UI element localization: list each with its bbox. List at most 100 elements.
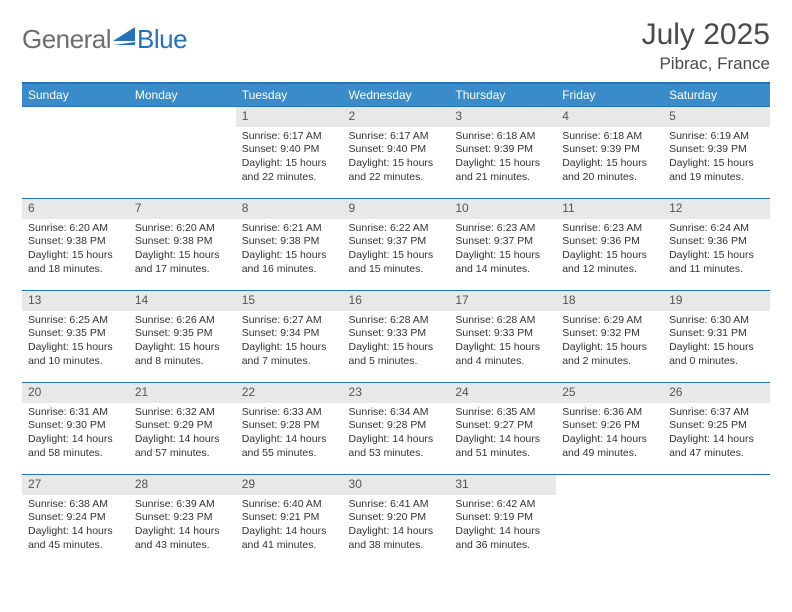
daylight-text: Daylight: 15 hours and 7 minutes. [242, 341, 337, 368]
calendar-day-cell: 8Sunrise: 6:21 AMSunset: 9:38 PMDaylight… [236, 199, 343, 291]
calendar-week-row: 27Sunrise: 6:38 AMSunset: 9:24 PMDayligh… [22, 475, 770, 567]
sunrise-text: Sunrise: 6:23 AM [455, 222, 550, 236]
day-detail: Sunrise: 6:17 AMSunset: 9:40 PMDaylight:… [343, 127, 450, 187]
day-number: 29 [236, 475, 343, 495]
sunset-text: Sunset: 9:20 PM [349, 511, 444, 525]
sunrise-text: Sunrise: 6:19 AM [669, 130, 764, 144]
day-detail: Sunrise: 6:40 AMSunset: 9:21 PMDaylight:… [236, 495, 343, 555]
daylight-text: Daylight: 15 hours and 14 minutes. [455, 249, 550, 276]
day-number: 11 [556, 199, 663, 219]
day-detail: Sunrise: 6:17 AMSunset: 9:40 PMDaylight:… [236, 127, 343, 187]
daylight-text: Daylight: 14 hours and 36 minutes. [455, 525, 550, 552]
sunrise-text: Sunrise: 6:34 AM [349, 406, 444, 420]
sunset-text: Sunset: 9:28 PM [349, 419, 444, 433]
calendar-week-row: ....1Sunrise: 6:17 AMSunset: 9:40 PMDayl… [22, 107, 770, 199]
calendar-week-row: 20Sunrise: 6:31 AMSunset: 9:30 PMDayligh… [22, 383, 770, 475]
sunset-text: Sunset: 9:28 PM [242, 419, 337, 433]
calendar-day-cell: 9Sunrise: 6:22 AMSunset: 9:37 PMDaylight… [343, 199, 450, 291]
daylight-text: Daylight: 14 hours and 57 minutes. [135, 433, 230, 460]
day-number: 31 [449, 475, 556, 495]
title-block: July 2025 Pibrac, France [642, 18, 770, 74]
sunrise-text: Sunrise: 6:35 AM [455, 406, 550, 420]
calendar-day-cell: 29Sunrise: 6:40 AMSunset: 9:21 PMDayligh… [236, 475, 343, 567]
sunset-text: Sunset: 9:39 PM [562, 143, 657, 157]
sunrise-text: Sunrise: 6:23 AM [562, 222, 657, 236]
day-number: 12 [663, 199, 770, 219]
daylight-text: Daylight: 15 hours and 20 minutes. [562, 157, 657, 184]
day-detail: Sunrise: 6:22 AMSunset: 9:37 PMDaylight:… [343, 219, 450, 279]
sunset-text: Sunset: 9:38 PM [242, 235, 337, 249]
day-detail: Sunrise: 6:38 AMSunset: 9:24 PMDaylight:… [22, 495, 129, 555]
daylight-text: Daylight: 15 hours and 10 minutes. [28, 341, 123, 368]
day-detail: Sunrise: 6:24 AMSunset: 9:36 PMDaylight:… [663, 219, 770, 279]
calendar-day-cell: 1Sunrise: 6:17 AMSunset: 9:40 PMDaylight… [236, 107, 343, 199]
calendar-day-cell: 18Sunrise: 6:29 AMSunset: 9:32 PMDayligh… [556, 291, 663, 383]
daylight-text: Daylight: 15 hours and 18 minutes. [28, 249, 123, 276]
day-number: 21 [129, 383, 236, 403]
day-number: 25 [556, 383, 663, 403]
calendar-day-cell: 19Sunrise: 6:30 AMSunset: 9:31 PMDayligh… [663, 291, 770, 383]
daylight-text: Daylight: 15 hours and 16 minutes. [242, 249, 337, 276]
sunset-text: Sunset: 9:35 PM [135, 327, 230, 341]
weekday-header: Monday [129, 83, 236, 107]
calendar-day-cell: .. [556, 475, 663, 567]
sunrise-text: Sunrise: 6:36 AM [562, 406, 657, 420]
sunset-text: Sunset: 9:33 PM [349, 327, 444, 341]
day-number: 24 [449, 383, 556, 403]
calendar-day-cell: 5Sunrise: 6:19 AMSunset: 9:39 PMDaylight… [663, 107, 770, 199]
sunrise-text: Sunrise: 6:40 AM [242, 498, 337, 512]
calendar-day-cell: 26Sunrise: 6:37 AMSunset: 9:25 PMDayligh… [663, 383, 770, 475]
daylight-text: Daylight: 14 hours and 41 minutes. [242, 525, 337, 552]
sunrise-text: Sunrise: 6:17 AM [242, 130, 337, 144]
day-detail: Sunrise: 6:26 AMSunset: 9:35 PMDaylight:… [129, 311, 236, 371]
day-number: 3 [449, 107, 556, 127]
day-number: 8 [236, 199, 343, 219]
calendar-body: .... 1Sunrise: 6:17 AMSunset: 9:40 PMDayl… [22, 107, 770, 567]
calendar-day-cell: 31Sunrise: 6:42 AMSunset: 9:19 PMDayligh… [449, 475, 556, 567]
day-detail: Sunrise: 6:42 AMSunset: 9:19 PMDaylight:… [449, 495, 556, 555]
sunrise-text: Sunrise: 6:33 AM [242, 406, 337, 420]
calendar-day-cell: 3Sunrise: 6:18 AMSunset: 9:39 PMDaylight… [449, 107, 556, 199]
weekday-header: Wednesday [343, 83, 450, 107]
daylight-text: Daylight: 14 hours and 38 minutes. [349, 525, 444, 552]
day-detail: Sunrise: 6:20 AMSunset: 9:38 PMDaylight:… [22, 219, 129, 279]
weekday-header: Friday [556, 83, 663, 107]
calendar-table: SundayMondayTuesdayWednesdayThursdayFrid… [22, 82, 770, 567]
day-number: 7 [129, 199, 236, 219]
calendar-day-cell: 30Sunrise: 6:41 AMSunset: 9:20 PMDayligh… [343, 475, 450, 567]
sunset-text: Sunset: 9:35 PM [28, 327, 123, 341]
calendar-day-cell: .. [22, 107, 129, 199]
sunset-text: Sunset: 9:38 PM [135, 235, 230, 249]
sunrise-text: Sunrise: 6:32 AM [135, 406, 230, 420]
sunrise-text: Sunrise: 6:39 AM [135, 498, 230, 512]
day-detail: Sunrise: 6:30 AMSunset: 9:31 PMDaylight:… [663, 311, 770, 371]
sunrise-text: Sunrise: 6:20 AM [28, 222, 123, 236]
day-detail: Sunrise: 6:31 AMSunset: 9:30 PMDaylight:… [22, 403, 129, 463]
day-detail: Sunrise: 6:25 AMSunset: 9:35 PMDaylight:… [22, 311, 129, 371]
day-number: 22 [236, 383, 343, 403]
day-number: 19 [663, 291, 770, 311]
day-detail: Sunrise: 6:18 AMSunset: 9:39 PMDaylight:… [556, 127, 663, 187]
daylight-text: Daylight: 15 hours and 17 minutes. [135, 249, 230, 276]
sunset-text: Sunset: 9:27 PM [455, 419, 550, 433]
weekday-header: Sunday [22, 83, 129, 107]
sunrise-text: Sunrise: 6:30 AM [669, 314, 764, 328]
day-detail: Sunrise: 6:28 AMSunset: 9:33 PMDaylight:… [449, 311, 556, 371]
day-number: 6 [22, 199, 129, 219]
sunset-text: Sunset: 9:33 PM [455, 327, 550, 341]
calendar-day-cell: 23Sunrise: 6:34 AMSunset: 9:28 PMDayligh… [343, 383, 450, 475]
day-detail: Sunrise: 6:41 AMSunset: 9:20 PMDaylight:… [343, 495, 450, 555]
brand-logo: General Blue [22, 18, 187, 55]
sunset-text: Sunset: 9:38 PM [28, 235, 123, 249]
sunset-text: Sunset: 9:39 PM [669, 143, 764, 157]
daylight-text: Daylight: 14 hours and 45 minutes. [28, 525, 123, 552]
sunset-text: Sunset: 9:30 PM [28, 419, 123, 433]
day-detail: Sunrise: 6:23 AMSunset: 9:36 PMDaylight:… [556, 219, 663, 279]
day-number: 14 [129, 291, 236, 311]
sunset-text: Sunset: 9:31 PM [669, 327, 764, 341]
calendar-day-cell: 20Sunrise: 6:31 AMSunset: 9:30 PMDayligh… [22, 383, 129, 475]
calendar-day-cell: 2Sunrise: 6:17 AMSunset: 9:40 PMDaylight… [343, 107, 450, 199]
daylight-text: Daylight: 14 hours and 55 minutes. [242, 433, 337, 460]
flag-icon [113, 27, 135, 45]
day-number: 4 [556, 107, 663, 127]
